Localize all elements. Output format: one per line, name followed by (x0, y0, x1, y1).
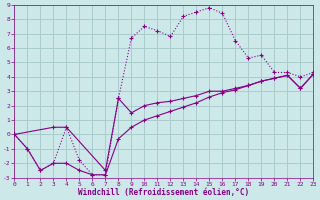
X-axis label: Windchill (Refroidissement éolien,°C): Windchill (Refroidissement éolien,°C) (78, 188, 250, 197)
